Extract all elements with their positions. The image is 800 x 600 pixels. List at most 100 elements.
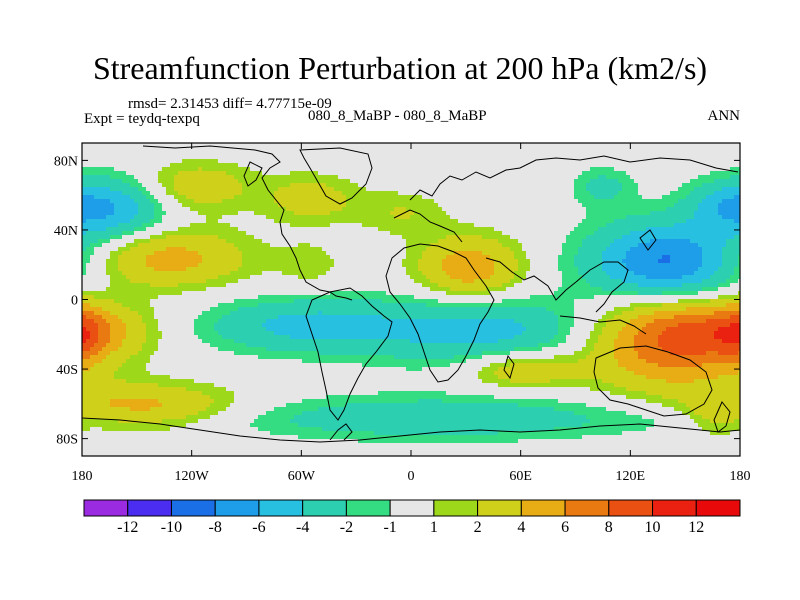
field-cell	[418, 211, 423, 216]
field-cell	[306, 227, 311, 232]
field-cell	[422, 231, 427, 236]
field-cell	[566, 215, 571, 220]
field-cell	[462, 219, 467, 224]
field-cell	[578, 231, 583, 236]
field-cell	[338, 191, 343, 196]
field-cell	[662, 259, 667, 264]
field-cell	[278, 231, 283, 236]
field-cell	[430, 251, 435, 256]
field-cell	[402, 219, 407, 224]
field-cell	[462, 195, 467, 200]
field-cell	[170, 239, 175, 244]
field-cell	[146, 227, 151, 232]
field-cell	[242, 183, 247, 188]
field-cell	[686, 147, 691, 152]
field-cell	[338, 207, 343, 212]
field-cell	[206, 199, 211, 204]
field-cell	[202, 159, 207, 164]
field-cell	[278, 195, 283, 200]
field-cell	[510, 159, 515, 164]
field-cell	[186, 207, 191, 212]
field-cell	[150, 247, 155, 252]
field-cell	[234, 187, 239, 192]
field-cell	[366, 219, 371, 224]
field-cell	[270, 179, 275, 184]
field-cell	[554, 223, 559, 228]
field-cell	[370, 171, 375, 176]
field-cell	[270, 231, 275, 236]
field-cell	[598, 187, 603, 192]
field-cell	[358, 183, 363, 188]
field-cell	[210, 219, 215, 224]
field-cell	[342, 251, 347, 256]
field-cell	[738, 207, 740, 212]
field-cell	[614, 227, 619, 232]
field-cell	[462, 175, 467, 180]
field-cell	[254, 239, 259, 244]
field-cell	[186, 191, 191, 196]
field-cell	[350, 255, 355, 260]
field-cell	[418, 255, 423, 260]
field-cell	[110, 163, 115, 168]
field-cell	[166, 167, 171, 172]
field-cell	[426, 171, 431, 176]
field-cell	[462, 159, 467, 164]
field-cell	[266, 175, 271, 180]
field-cell	[250, 259, 255, 264]
field-cell	[490, 251, 495, 256]
field-cell	[446, 143, 451, 148]
field-cell	[410, 207, 415, 212]
field-cell	[102, 167, 107, 172]
field-cell	[630, 183, 635, 188]
field-cell	[510, 259, 515, 264]
field-cell	[410, 187, 415, 192]
field-cell	[186, 223, 191, 228]
field-cell	[90, 155, 95, 160]
field-cell	[174, 155, 179, 160]
field-cell	[674, 155, 679, 160]
field-cell	[250, 163, 255, 168]
field-cell	[326, 163, 331, 168]
field-cell	[194, 203, 199, 208]
field-cell	[102, 263, 107, 268]
field-cell	[298, 207, 303, 212]
field-cell	[382, 239, 387, 244]
field-cell	[454, 243, 459, 248]
field-cell	[278, 155, 283, 160]
field-cell	[102, 239, 107, 244]
field-cell	[510, 191, 515, 196]
field-cell	[306, 219, 311, 224]
field-cell	[426, 247, 431, 252]
field-cell	[378, 163, 383, 168]
field-cell	[610, 199, 615, 204]
field-cell	[266, 239, 271, 244]
field-cell	[450, 215, 455, 220]
field-cell	[202, 227, 207, 232]
field-cell	[206, 183, 211, 188]
field-cell	[390, 147, 395, 152]
field-cell	[258, 179, 263, 184]
field-cell	[422, 155, 427, 160]
field-cell	[162, 227, 167, 232]
field-cell	[350, 219, 355, 224]
field-cell	[614, 207, 619, 212]
field-cell	[238, 183, 243, 188]
field-cell	[162, 171, 167, 176]
field-cell	[270, 243, 275, 248]
field-cell	[314, 239, 319, 244]
field-cell	[266, 187, 271, 192]
field-cell	[694, 247, 699, 252]
field-cell	[370, 211, 375, 216]
field-cell	[270, 191, 275, 196]
field-cell	[294, 195, 299, 200]
field-cell	[190, 207, 195, 212]
field-cell	[510, 215, 515, 220]
field-cell	[230, 183, 235, 188]
field-cell	[574, 203, 579, 208]
field-cell	[530, 195, 535, 200]
field-cell	[90, 147, 95, 152]
field-cell	[634, 251, 639, 256]
field-cell	[702, 183, 707, 188]
field-cell	[558, 155, 563, 160]
field-cell	[470, 143, 475, 148]
